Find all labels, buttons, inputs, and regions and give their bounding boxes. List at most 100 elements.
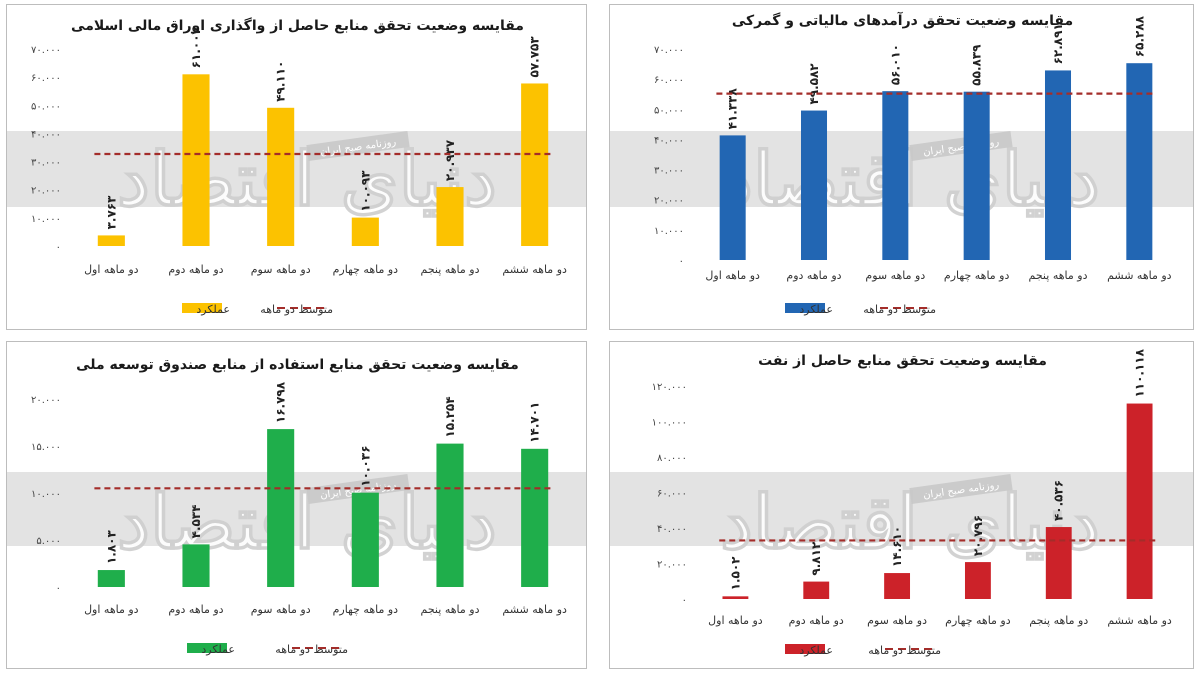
data-label: ۱۰.۰۹۳	[358, 170, 372, 212]
watermark-logo-text: دنیای اقتصاد	[720, 137, 1100, 223]
bar	[182, 74, 210, 246]
y-tick-label: ۵۰.۰۰۰	[31, 101, 61, 112]
category-label: دو ماهه اول	[705, 269, 760, 282]
category-label: دو ماهه اول	[84, 603, 139, 616]
data-label: ۱۶.۷۹۸	[274, 381, 288, 423]
watermark-band	[7, 472, 586, 546]
y-tick-label: ۴۰.۰۰۰	[31, 129, 61, 140]
category-label: دو ماهه دوم	[786, 269, 841, 282]
data-label: ۹.۸۱۲	[809, 541, 823, 576]
y-tick-label: ۸۰.۰۰۰	[657, 453, 687, 464]
data-label: ۵۷.۷۵۳	[528, 36, 542, 78]
watermark-stamp-box	[909, 473, 1013, 505]
legend-swatch-bar	[785, 644, 825, 654]
legend-label: متوسط دو ماهه	[863, 303, 936, 316]
bar	[351, 492, 379, 587]
category-label: دو ماهه پنجم	[1029, 614, 1088, 627]
chart-title: مقایسه وضعیت تحقق منابع حاصل از واگذاری …	[71, 17, 524, 34]
data-label: ۴۰.۵۳۶	[1052, 480, 1066, 521]
y-tick-label: ۰	[679, 256, 684, 267]
y-tick-label: ۴۰.۰۰۰	[657, 524, 687, 535]
category-label: دو ماهه چهارم	[333, 603, 399, 616]
legend-label: متوسط دو ماهه	[260, 303, 333, 316]
category-label: دو ماهه پنجم	[421, 603, 480, 616]
bar	[800, 110, 828, 260]
legend-label: عملکرد	[196, 303, 230, 316]
y-tick-label: ۷۰.۰۰۰	[31, 45, 61, 56]
watermark-band	[610, 472, 1193, 546]
y-tick-label: ۱۰.۰۰۰	[31, 489, 61, 500]
bar	[964, 562, 991, 599]
data-label: ۶۱.۰۰۴	[189, 27, 203, 68]
legend-label: عملکرد	[201, 643, 235, 656]
bar	[1045, 527, 1072, 599]
legend-swatch-bar	[182, 303, 222, 313]
bar	[1126, 403, 1153, 599]
bar	[436, 443, 464, 587]
watermark-logo-text: دنیای اقتصاد	[117, 137, 497, 223]
category-label: دو ماهه ششم	[502, 263, 567, 276]
data-label: ۶۲.۸۹۱	[1051, 23, 1065, 64]
bar	[803, 581, 830, 599]
y-tick-label: ۲۰.۰۰۰	[654, 196, 684, 207]
y-tick-label: ۱۲۰.۰۰۰	[652, 382, 687, 393]
bar	[1126, 63, 1153, 261]
data-label: ۲۰.۹۳۷	[443, 139, 457, 181]
y-tick-label: ۱۰۰.۰۰۰	[652, 418, 687, 429]
y-tick-label: ۱۰.۰۰۰	[31, 214, 61, 225]
data-label: ۱۰.۰۳۶	[358, 445, 372, 486]
category-label: دو ماهه سوم	[251, 603, 311, 616]
data-label: ۱۵.۲۵۴	[443, 396, 457, 437]
bar	[97, 570, 125, 587]
data-label: ۴۹.۵۸۲	[807, 63, 821, 105]
y-tick-label: ۱۰.۰۰۰	[654, 226, 684, 237]
y-tick-label: ۷۰.۰۰۰	[654, 45, 684, 56]
chart-title: مقایسه وضعیت تحقق منابع حاصل از نفت	[758, 353, 1047, 369]
y-tick-label: ۰	[56, 583, 61, 594]
y-tick-label: ۲۰.۰۰۰	[31, 186, 61, 197]
bar	[436, 187, 464, 246]
category-label: دو ماهه پنجم	[1029, 269, 1088, 282]
bar	[722, 596, 749, 599]
chart-title: مقایسه وضعیت تحقق منابع استفاده از منابع…	[76, 357, 519, 373]
y-tick-label: ۰	[682, 595, 687, 606]
category-label: دو ماهه چهارم	[333, 263, 399, 276]
category-label: دو ماهه دوم	[168, 603, 223, 616]
y-tick-label: ۱۵.۰۰۰	[31, 442, 61, 453]
category-label: دو ماهه دوم	[168, 263, 223, 276]
data-label: ۱۱۰.۱۱۸	[1133, 348, 1147, 397]
data-label: ۱۴.۶۱۰	[890, 526, 904, 567]
bar	[882, 91, 909, 260]
watermark-band	[7, 131, 586, 207]
category-label: دو ماهه سوم	[867, 614, 927, 627]
bar	[97, 235, 125, 246]
data-label: ۲۰.۷۹۶	[971, 515, 985, 556]
y-tick-label: ۰	[56, 242, 61, 253]
legend-label: متوسط دو ماهه	[275, 643, 348, 656]
data-label: ۴.۵۳۴	[189, 505, 203, 539]
category-label: دو ماهه اول	[708, 614, 763, 627]
bar	[267, 107, 295, 246]
bar	[963, 91, 990, 260]
category-label: دو ماهه ششم	[502, 603, 567, 616]
bar	[351, 217, 379, 246]
legend-label: عملکرد	[799, 303, 833, 316]
data-label: ۱۴.۷۰۱	[528, 402, 542, 443]
category-label: دو ماهه دوم	[789, 614, 844, 627]
bar	[267, 429, 295, 587]
category-label: دو ماهه چهارم	[945, 614, 1011, 627]
y-tick-label: ۵۰.۰۰۰	[654, 105, 684, 116]
bar	[719, 135, 746, 260]
category-label: دو ماهه چهارم	[944, 269, 1010, 282]
chart-panel-ndf: دنیای اقتصاد روزنامه صبح ایران مقایسه وضعی…	[6, 341, 587, 669]
bar	[182, 544, 210, 587]
legend-label: متوسط دو ماهه	[868, 644, 941, 657]
category-label: دو ماهه سوم	[865, 269, 925, 282]
bar	[884, 573, 911, 599]
y-tick-label: ۶۰.۰۰۰	[657, 489, 687, 500]
y-tick-label: ۲۰.۰۰۰	[31, 395, 61, 406]
data-label: ۴۱.۳۳۸	[726, 88, 740, 130]
data-label: ۳.۷۶۳	[104, 195, 118, 230]
